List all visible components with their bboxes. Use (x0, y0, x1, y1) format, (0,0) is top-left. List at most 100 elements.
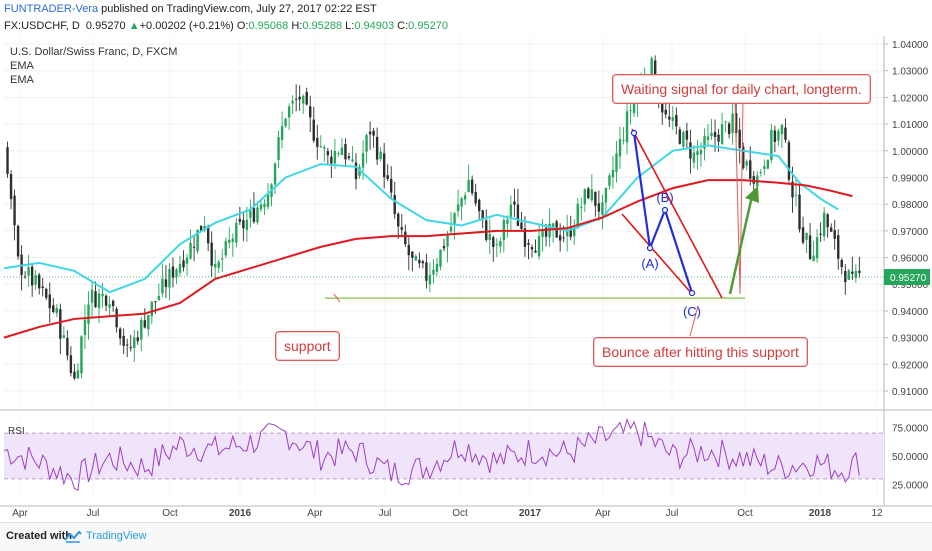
price-tick-label: 1.00000 (892, 147, 929, 158)
candle-body (506, 219, 509, 224)
candle-body (727, 123, 731, 135)
candle-body (668, 116, 671, 120)
candle-body (558, 235, 562, 241)
rsi-panel: 25.0000 50.0000 75.0000 (3, 417, 929, 492)
candle-body (562, 237, 565, 239)
candle-body (344, 144, 347, 160)
price-tick-label: 0.99000 (892, 173, 929, 184)
candle-body (147, 314, 150, 330)
candle-body (30, 266, 34, 286)
legend-ema-2: EMA (10, 74, 34, 86)
candle-body (495, 244, 498, 246)
candle-body (520, 222, 523, 230)
candle-body (418, 259, 421, 264)
high-label: H: (291, 20, 303, 32)
candle-body (273, 163, 277, 185)
candle-body (9, 174, 13, 200)
candle-body (41, 286, 44, 288)
candle-body (143, 320, 146, 328)
high-value: 0.95288 (302, 20, 343, 32)
candle-body (692, 152, 696, 163)
price-change: +0.00202 (+0.21%) (139, 20, 234, 32)
time-tick-label: Oct (162, 508, 178, 519)
candle-body (372, 130, 375, 136)
candle-body (488, 233, 491, 240)
wave-node (630, 129, 638, 137)
candle-body (453, 213, 456, 226)
price-tick-label: 0.98000 (892, 200, 929, 211)
open-value: 0.95068 (248, 20, 289, 32)
candle-body (164, 279, 168, 287)
candle-body (590, 189, 594, 201)
candle-body (330, 156, 333, 164)
candle-body (689, 142, 692, 159)
time-tick-label: 12 (871, 508, 883, 519)
rsi-tick-label: 75.0000 (892, 423, 929, 434)
candle-body (354, 162, 358, 180)
price-tick-label: 0.93000 (892, 334, 929, 345)
candle-body (731, 113, 734, 133)
candle-body (463, 195, 467, 200)
author-link[interactable]: FUNTRADER-Vera (4, 3, 99, 15)
candle-body (717, 134, 720, 142)
candle-body (386, 175, 389, 179)
annotation-bounce[interactable]: Bounce after hitting this support (593, 337, 808, 367)
candle-body (446, 235, 449, 247)
up-arrow-icon: ▲ (128, 20, 140, 32)
candle-body (604, 187, 608, 203)
candle-body (777, 130, 780, 141)
price-chart[interactable]: 0.91000 0.92000 0.93000 0.94000 0.95000 0.960… (0, 36, 932, 522)
candle-body (13, 195, 16, 226)
candle-body (101, 293, 104, 297)
candle-body (228, 239, 231, 243)
candle-body (745, 161, 748, 166)
candle-body (706, 136, 710, 140)
wedge-upper (631, 128, 723, 299)
candle-body (629, 110, 632, 112)
candle-body (316, 137, 319, 147)
annotation-support[interactable]: support (275, 331, 340, 361)
candle-body (126, 344, 129, 346)
candle-body (425, 262, 428, 281)
published-text: published on TradingView.com, July 27, 2… (98, 3, 377, 15)
open-label: O: (236, 20, 249, 32)
rsi-tick-label: 50.0000 (892, 452, 929, 463)
annotation-signal[interactable]: Waiting signal for daily chart, longterm… (612, 74, 871, 104)
candle-body (837, 235, 840, 259)
candle-body (69, 355, 73, 374)
candle-body (136, 337, 139, 342)
candle-body (245, 219, 249, 230)
candle-body (724, 121, 727, 123)
candle-body (780, 124, 784, 135)
tradingview-link[interactable]: TradingView (86, 530, 147, 542)
candle-body (844, 270, 847, 283)
time-tick-label: 2016 (229, 508, 252, 519)
candle-body (168, 268, 171, 288)
candle-body (478, 199, 481, 212)
projection-arrow (728, 195, 754, 295)
candle-body (442, 245, 446, 249)
candle-body (819, 233, 822, 235)
candle-body (474, 192, 477, 204)
candle-body (361, 153, 365, 168)
time-tick-label: Apr (12, 508, 28, 519)
candle-body (513, 201, 516, 205)
drawings: 0.95270 (A) (B) (C) (4, 99, 930, 337)
candle-body (527, 243, 530, 245)
candle-body (235, 222, 238, 243)
candle-body (161, 278, 164, 294)
candle-body (456, 204, 460, 212)
wedge-lower (621, 213, 693, 295)
candle-body (224, 241, 227, 256)
candle-body (851, 271, 854, 274)
candle-body (499, 241, 502, 247)
candle-body (309, 106, 312, 118)
candle-body (351, 159, 354, 162)
candle-body (192, 246, 196, 248)
candle-body (115, 308, 118, 328)
time-tick-label: 2018 (809, 508, 832, 519)
candle-body (551, 223, 555, 228)
candle-body (784, 127, 787, 140)
candle-body (830, 227, 833, 232)
candle-body (650, 57, 653, 85)
